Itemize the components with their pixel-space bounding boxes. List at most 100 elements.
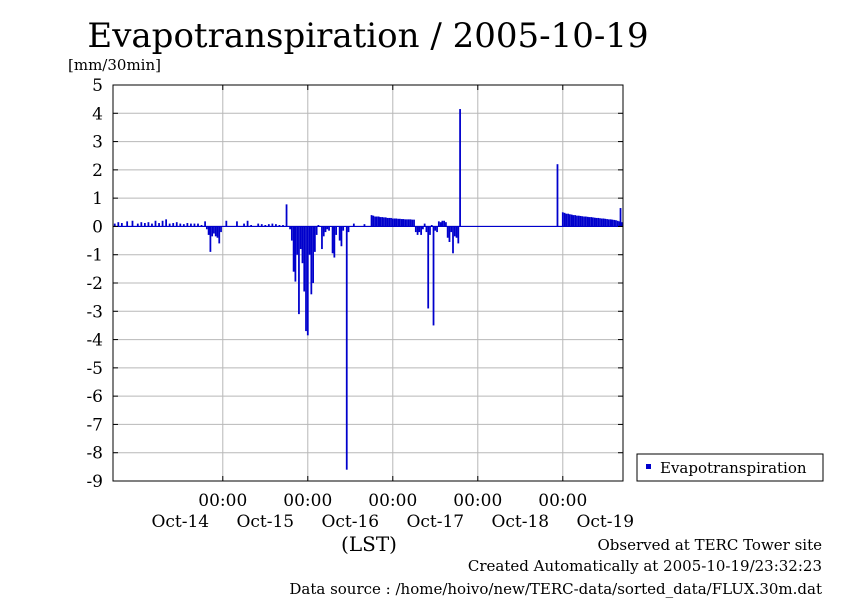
data-bar (561, 212, 564, 227)
data-bar (328, 226, 330, 231)
data-bar (165, 219, 168, 227)
data-bar (590, 217, 593, 227)
data-bar (429, 226, 431, 235)
data-bar (126, 221, 129, 227)
y-axis-ticks: 5 4 3 2 1 0 -1 -2 -3 -4 -5 -6 -7 -8 -9 (86, 76, 623, 492)
data-bar (441, 220, 444, 227)
data-bar (597, 217, 600, 227)
data-bar (260, 224, 263, 227)
footer-data-source: Data source : /home/hoivo/new/TERC-data/… (289, 580, 822, 598)
data-bar (301, 226, 304, 264)
x-date-label: Oct-16 (321, 512, 379, 532)
x-tick-time-label: 00:00 (198, 491, 247, 511)
data-bar (563, 212, 566, 227)
data-bar (599, 218, 601, 227)
data-bar (186, 223, 189, 227)
data-bar (324, 226, 327, 233)
data-bar (209, 226, 212, 252)
x-tick-time-label: 00:00 (538, 491, 587, 511)
data-bar (570, 214, 573, 227)
data-bar (579, 215, 582, 227)
data-bar (172, 223, 175, 227)
data-bar (250, 225, 253, 227)
data-bar (413, 219, 415, 227)
data-bar (158, 223, 160, 227)
data-bar (418, 226, 421, 233)
data-bar (565, 213, 568, 227)
data-bar (409, 219, 412, 227)
x-axis-label: (LST) (341, 532, 397, 556)
data-bar (391, 218, 394, 227)
data-bar (381, 217, 384, 227)
data-bar (275, 224, 277, 227)
data-bar (317, 225, 320, 227)
data-bar (588, 217, 591, 227)
data-bar (407, 219, 410, 227)
legend-marker (646, 464, 651, 469)
data-bar (363, 224, 366, 227)
y-tick-label: 4 (92, 104, 103, 124)
data-bar (446, 226, 449, 238)
data-bar (567, 213, 569, 227)
data-bar (388, 217, 391, 227)
data-bar (211, 226, 214, 237)
data-bar (425, 226, 428, 233)
data-bar (372, 215, 375, 227)
data-bar (595, 217, 598, 227)
data-bar (213, 226, 215, 234)
data-bar (282, 225, 284, 227)
y-axis-unit-label: [mm/30min] (68, 56, 161, 74)
data-bar (220, 226, 222, 233)
data-bar (386, 217, 389, 227)
data-bar (342, 226, 345, 231)
data-bar (140, 222, 143, 227)
x-date-label: Oct-18 (491, 512, 549, 532)
y-tick-label: -5 (86, 359, 103, 379)
data-bar (161, 220, 164, 227)
legend: Evapotranspiration (636, 453, 824, 482)
data-bar (331, 226, 334, 254)
data-bar (338, 226, 341, 241)
data-bar (398, 218, 401, 227)
data-bar (243, 223, 245, 227)
x-tick-time-label: 00:00 (368, 491, 417, 511)
y-tick-label: 2 (92, 161, 103, 181)
data-bar (406, 219, 408, 227)
data-bar (236, 221, 238, 227)
data-bar (434, 226, 437, 231)
data-bar (384, 217, 387, 227)
data-bar (299, 226, 302, 250)
data-bar (310, 226, 313, 295)
data-bar (577, 215, 580, 227)
footer-observed-site: Observed at TERC Tower site (597, 536, 822, 554)
data-bar (267, 224, 270, 227)
data-bar (117, 222, 120, 227)
data-bar (586, 216, 589, 227)
data-bar (326, 226, 329, 230)
data-bar (218, 226, 221, 244)
data-bar (411, 219, 414, 227)
data-bar (436, 226, 438, 233)
data-bar (370, 215, 373, 227)
data-bar (312, 226, 314, 283)
bar-series-evapotranspiration (113, 109, 623, 470)
data-bar (214, 226, 217, 237)
data-bar (335, 226, 338, 235)
data-bar (205, 226, 208, 230)
data-bar (136, 223, 139, 227)
data-bar (584, 216, 587, 227)
y-tick-label: -4 (86, 331, 103, 351)
data-bar (190, 223, 192, 227)
data-bar (347, 226, 350, 233)
data-bar (303, 226, 306, 292)
data-bar (292, 226, 295, 272)
data-bar (216, 226, 219, 238)
data-bar (556, 164, 559, 227)
data-bar (397, 218, 399, 227)
data-bar (246, 220, 249, 227)
data-bar (306, 226, 309, 336)
data-bar (296, 226, 299, 255)
legend-entry-evapotranspiration: Evapotranspiration (660, 459, 807, 477)
data-bar (182, 224, 185, 227)
